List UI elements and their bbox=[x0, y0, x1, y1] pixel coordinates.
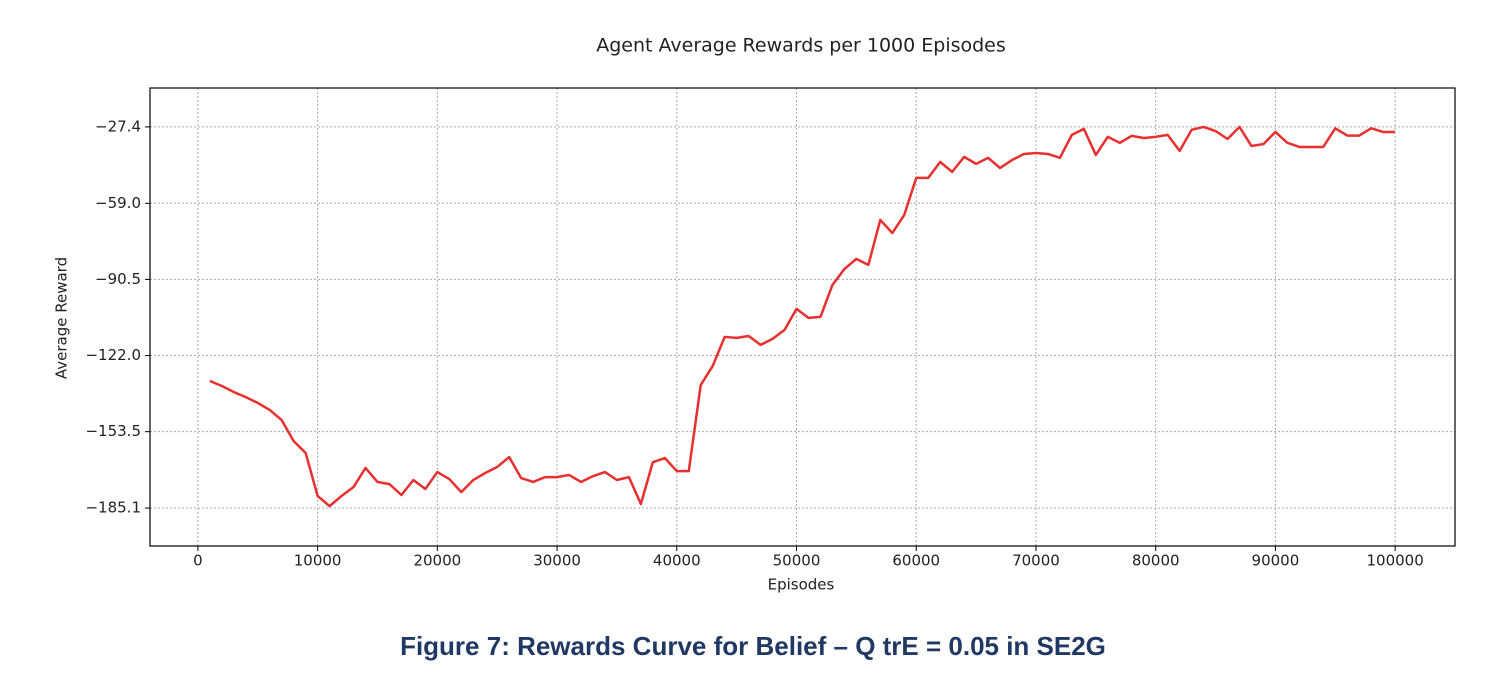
y-tick-label: −27.4 bbox=[95, 117, 141, 135]
x-tick-label: 20000 bbox=[413, 552, 461, 570]
y-tick-label: −122.0 bbox=[85, 346, 141, 364]
x-tick-label: 40000 bbox=[653, 552, 701, 570]
x-tick-label: 60000 bbox=[892, 552, 940, 570]
y-tick-label: −153.5 bbox=[85, 422, 141, 440]
x-tick-label: 80000 bbox=[1132, 552, 1180, 570]
x-tick-label: 100000 bbox=[1367, 552, 1424, 570]
x-tick-label: 0 bbox=[193, 552, 203, 570]
x-tick-label: 70000 bbox=[1012, 552, 1060, 570]
y-tick-label: −90.5 bbox=[95, 270, 141, 288]
x-tick-label: 30000 bbox=[533, 552, 581, 570]
chart-title: Agent Average Rewards per 1000 Episodes bbox=[596, 35, 1006, 57]
x-axis-label: Episodes bbox=[768, 576, 835, 594]
data-line bbox=[209, 125, 1396, 508]
y-tick-label: −59.0 bbox=[95, 194, 141, 212]
x-tick-label: 50000 bbox=[773, 552, 821, 570]
x-tick-label: 10000 bbox=[294, 552, 342, 570]
y-tick-label: −185.1 bbox=[85, 499, 141, 517]
x-tick-label: 90000 bbox=[1252, 552, 1300, 570]
plot-frame bbox=[149, 87, 1456, 547]
figure-caption: Figure 7: Rewards Curve for Belief – Q t… bbox=[400, 631, 1106, 661]
y-axis-label: Average Reward bbox=[53, 257, 71, 379]
